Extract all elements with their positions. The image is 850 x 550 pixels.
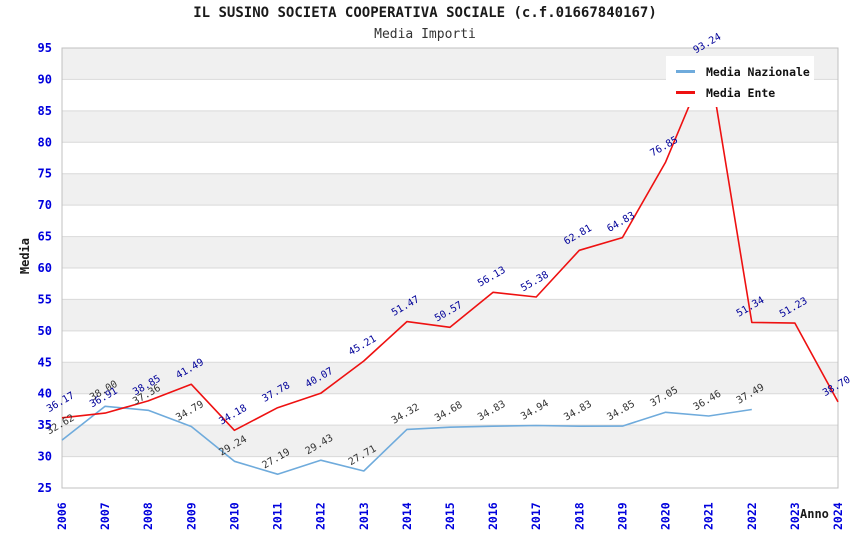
y-axis-title: Media [18,238,32,275]
y-tick-label: 60 [38,261,52,275]
data-point-label: 34.79 [174,399,206,424]
y-tick-label: 45 [38,355,52,369]
x-tick-label: 2019 [615,502,629,530]
y-tick-label: 75 [38,167,52,181]
y-tick-label: 95 [38,41,52,55]
chart-subtitle: Media Importi [374,27,476,42]
series-line-media-nazionale [61,405,752,476]
x-tick-label: 2011 [271,502,285,530]
plot-border [61,47,839,489]
data-point-label: 55.38 [519,270,551,295]
x-tick-label: 2007 [98,502,112,530]
y-tick-label: 70 [38,198,52,212]
plot-band [62,110,838,143]
plot-band [62,236,838,268]
data-point-label: 64.83 [605,210,637,235]
x-tick-label: 2010 [227,502,241,530]
plot-band [62,173,838,206]
line-swatch-icon [676,70,695,73]
plot-band [62,425,838,457]
y-tick-label: 55 [38,292,52,306]
y-tick-label: 30 [38,450,52,464]
data-point-label: 34.18 [217,403,249,428]
x-tick-label: 2013 [357,502,371,530]
x-tick-label: 2008 [141,502,155,530]
x-tick-label: 2006 [55,502,69,530]
legend-item-media-ente: Media Ente [676,82,808,103]
y-tick-label: 85 [38,104,52,118]
plot-band [62,299,838,331]
data-point-label: 34.85 [605,399,637,424]
legend-label-media-nazionale: Media Nazionale [706,64,810,79]
x-tick-label: 2018 [572,502,586,530]
data-point-label: 45.21 [347,334,379,359]
y-tick-label: 90 [38,72,52,86]
y-tick-label: 35 [38,418,52,432]
y-tick-label: 40 [38,387,52,401]
legend-item-media-nazionale: Media Nazionale [676,61,810,82]
x-tick-label: 2016 [486,502,500,530]
data-point-label: 34.83 [562,399,594,424]
legend-label-media-ente: Media Ente [706,85,776,100]
x-tick-label: 2020 [659,502,673,530]
y-tick-label: 25 [38,481,52,495]
x-tick-label: 2024 [831,502,845,530]
x-tick-label: 2021 [702,502,716,530]
line-swatch-icon [676,91,695,94]
x-tick-label: 2022 [745,502,759,530]
legend: Media Nazionale Media Ente [666,56,814,107]
data-point-label: 34.94 [519,398,551,423]
data-point-label: 34.83 [476,399,508,424]
x-tick-label: 2023 [788,502,802,530]
chart-title: IL SUSINO SOCIETA COOPERATIVA SOCIALE (c… [193,5,657,21]
y-tick-label: 80 [38,135,52,149]
x-tick-label: 2009 [184,502,198,530]
data-point-label: 34.32 [390,402,422,427]
x-tick-label: 2012 [314,502,328,530]
x-tick-label: 2015 [443,502,457,530]
data-point-label: 34.68 [433,400,465,425]
y-tick-label: 65 [38,230,52,244]
data-point-label: 56.13 [476,265,508,290]
plot-band [62,362,838,394]
y-tick-label: 50 [38,324,52,338]
x-axis-title: Anno [800,507,829,521]
x-tick-label: 2017 [529,502,543,530]
x-tick-label: 2014 [400,502,414,530]
